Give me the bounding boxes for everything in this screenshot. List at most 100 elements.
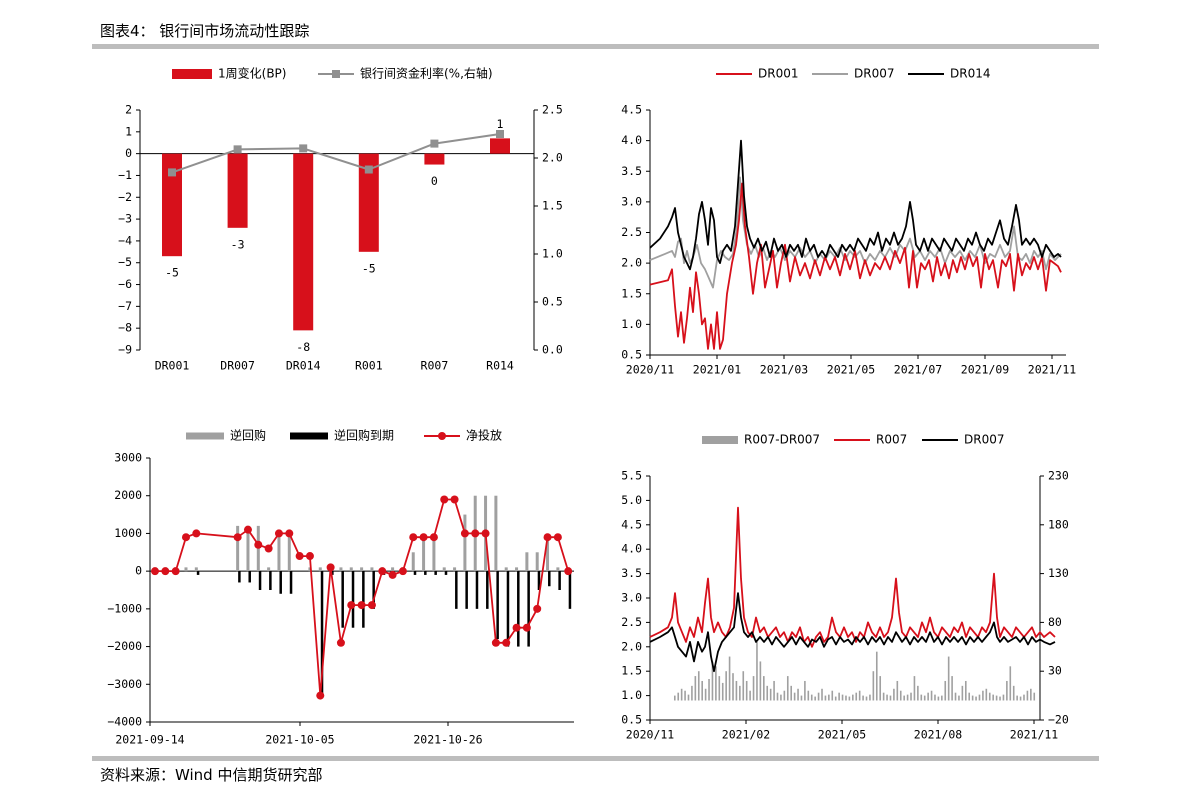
c2-legend-dr001-label: DR001 [758,67,798,81]
c3-net-point [171,567,180,576]
c3-expiry-bar [269,571,272,590]
c3-legend-expiry-swatch [290,432,328,440]
c4-spread-bar [677,692,680,701]
c4-spread-bar [930,690,933,701]
c4-spread-bar [810,694,813,701]
c4-spread-bar [807,690,810,701]
c3-omo-bar [504,567,508,572]
c4-spread-bar [742,671,745,701]
c3-net-point [388,570,397,579]
c3-y-tick-label: 2000 [114,488,142,502]
c2-legend-dr014-label: DR014 [950,67,990,81]
c4-right-tick-label: 230 [1048,469,1069,483]
c3-net-point [378,567,387,576]
c4-spread-bar [1019,696,1022,701]
c1-left-tick-label: −4 [118,233,132,247]
c4-spread-bar [783,690,786,701]
c3-omo-bar [349,567,353,572]
c4-spread-bar [896,680,899,701]
c4-spread-bar [752,676,755,701]
c4-legend-dr007-label: DR007 [964,433,1004,447]
c1-rate-point [233,145,242,154]
c3-expiry-bar [527,571,530,647]
c4-spread-bar [985,688,988,701]
c2-y-tick-label: 2.5 [621,225,642,239]
c4-spread-bar [865,696,868,701]
c3-expiry-bar [548,571,551,587]
c2-x-tick-label: 2021/07 [894,363,943,377]
c4-x-tick-label: 2021/11 [1010,728,1059,742]
c4-spread-bar [1033,692,1036,701]
c3-net-point [522,623,531,632]
c3-legend-net-marker [438,432,446,440]
c1-bar [358,153,379,252]
c3-net-point [336,638,345,647]
c4-spread-bar [875,651,878,701]
c3-expiry-bar [320,571,324,696]
c3-expiry-bar [289,571,293,594]
c3-net-point [533,604,542,613]
c3-omo-bar [236,525,240,572]
c4-spread-bar [715,666,717,701]
c2-x-tick-label: 2021/09 [961,363,1010,377]
c3-omo-bar [432,533,436,572]
c4-right-tick-label: 30 [1048,664,1062,678]
c4-spread-bar [732,673,734,701]
c3-omo-bar [525,552,529,572]
c4-legend-spread-swatch [702,436,738,444]
c3-net-point [285,529,294,538]
c3-legend-expiry-label: 逆回购到期 [334,428,394,443]
c3-omo-bar [318,567,322,572]
c2-y-tick-label: 3.5 [621,164,642,178]
c4-spread-bar [992,694,994,701]
c3-net-point [512,623,521,632]
c1-bar [227,153,248,228]
c2-y-tick-label: 2.0 [621,256,642,270]
c3-net-point [233,533,242,542]
c4-spread-bar [913,676,916,701]
c4-dr007-line [649,592,1056,673]
c3-expiry-bar [248,571,251,583]
c3-net-point [471,529,480,538]
c4-spread-bar [694,676,697,701]
c4-x-tick-label: 2021/02 [722,728,770,742]
c4-spread-bar [961,685,964,701]
c3-net-point [161,567,170,576]
c4-spread-bar [804,680,806,701]
c3-expiry-bar [517,571,520,647]
c3-expiry-bar [196,571,200,575]
c4-spread-bar [869,694,871,701]
c4-spread-bar [910,692,912,701]
c3-net-point [181,533,190,542]
c2-y-tick-label: 3.0 [621,194,642,208]
c3-expiry-bar [372,571,375,609]
c4-left-tick-label: 4.5 [621,517,642,531]
c1-x-tick-label: R014 [486,359,514,373]
c3-omo-bar [546,533,550,572]
c4-spread-bar [1016,695,1018,701]
c4-spread-bar [1030,688,1032,701]
c4-spread-bar [982,690,984,701]
c4-right-tick-label: 130 [1048,566,1069,580]
c3-expiry-bar [341,571,344,628]
c4-spread-bar [821,688,823,701]
c3-omo-bar [194,567,198,572]
c4-spread-bar [923,695,926,701]
c4-spread-bar [906,694,909,701]
c3-y-tick-label: −2000 [107,639,142,653]
c3-net-point [419,533,428,542]
c4-spread-bar [790,685,793,701]
c4-spread-bar [766,685,769,701]
c4-left-tick-label: 1.0 [621,688,642,702]
c1-bar [424,153,445,165]
c1-bar-label: -5 [362,261,376,275]
c4-spread-bar [728,656,731,701]
c3-expiry-bar [496,571,499,640]
c4-spread-bar [831,690,834,701]
c3-expiry-bar [558,571,561,590]
c3-legend-net-label: 净投放 [466,428,502,443]
c3-omo-bar [370,567,374,572]
c4-spread-bar [721,682,724,701]
c4-spread-bar [858,690,861,701]
c4-spread-bar [780,694,782,701]
